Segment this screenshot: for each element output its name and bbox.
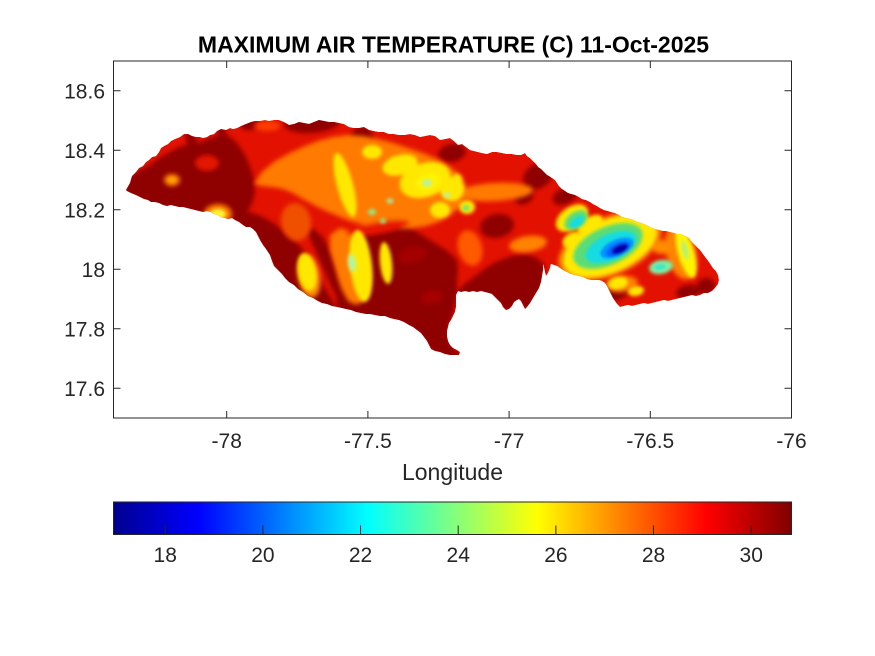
svg-text:MAXIMUM AIR TEMPERATURE (C) 11: MAXIMUM AIR TEMPERATURE (C) 11-Oct-2025 [198, 32, 709, 58]
svg-text:18.6: 18.6 [64, 80, 105, 103]
svg-text:18: 18 [154, 544, 177, 567]
svg-text:17.6: 17.6 [64, 378, 105, 401]
svg-text:20: 20 [251, 544, 274, 567]
svg-text:Longitude: Longitude [402, 459, 503, 485]
svg-text:-76.5: -76.5 [626, 430, 674, 453]
svg-text:18.4: 18.4 [64, 140, 105, 163]
svg-text:18: 18 [82, 259, 105, 282]
svg-text:30: 30 [740, 544, 763, 567]
svg-text:-76: -76 [776, 430, 806, 453]
svg-text:26: 26 [544, 544, 567, 567]
svg-text:24: 24 [447, 544, 471, 567]
svg-text:-77: -77 [494, 430, 524, 453]
svg-text:-78: -78 [212, 430, 242, 453]
svg-text:22: 22 [349, 544, 372, 567]
svg-text:18.2: 18.2 [64, 199, 105, 222]
svg-text:28: 28 [642, 544, 665, 567]
svg-text:-77.5: -77.5 [344, 430, 392, 453]
svg-text:17.8: 17.8 [64, 318, 105, 341]
